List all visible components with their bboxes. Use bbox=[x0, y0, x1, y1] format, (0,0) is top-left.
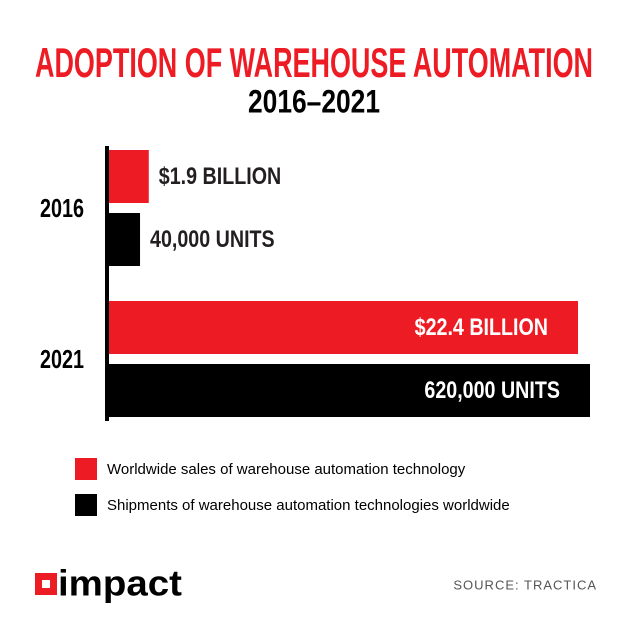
logo-text: impact bbox=[58, 563, 182, 604]
logo-icon-inner bbox=[42, 580, 50, 588]
data-label: 40,000 UNITS bbox=[150, 225, 275, 252]
y-tick-label: 2016 bbox=[40, 193, 84, 223]
legend-label: Shipments of warehouse automation techno… bbox=[107, 497, 510, 514]
bar bbox=[109, 150, 149, 203]
chart-subtitle: 2016–2021 bbox=[248, 83, 380, 119]
data-label: $22.4 BILLION bbox=[415, 313, 548, 340]
legend-swatch bbox=[75, 458, 97, 480]
bar bbox=[109, 301, 578, 354]
bar bbox=[109, 213, 141, 266]
legend-swatch bbox=[75, 494, 97, 516]
data-label: $1.9 BILLION bbox=[159, 162, 281, 189]
logo: impact bbox=[35, 563, 182, 604]
source: SOURCE: TRACTICA bbox=[453, 577, 597, 592]
data-label: 620,000 UNITS bbox=[424, 376, 560, 403]
chart-title: ADOPTION OF WAREHOUSE AUTOMATION bbox=[35, 39, 593, 86]
legend-label: Worldwide sales of warehouse automation … bbox=[107, 461, 466, 478]
bar bbox=[109, 364, 590, 417]
y-tick-label: 2021 bbox=[40, 344, 84, 374]
